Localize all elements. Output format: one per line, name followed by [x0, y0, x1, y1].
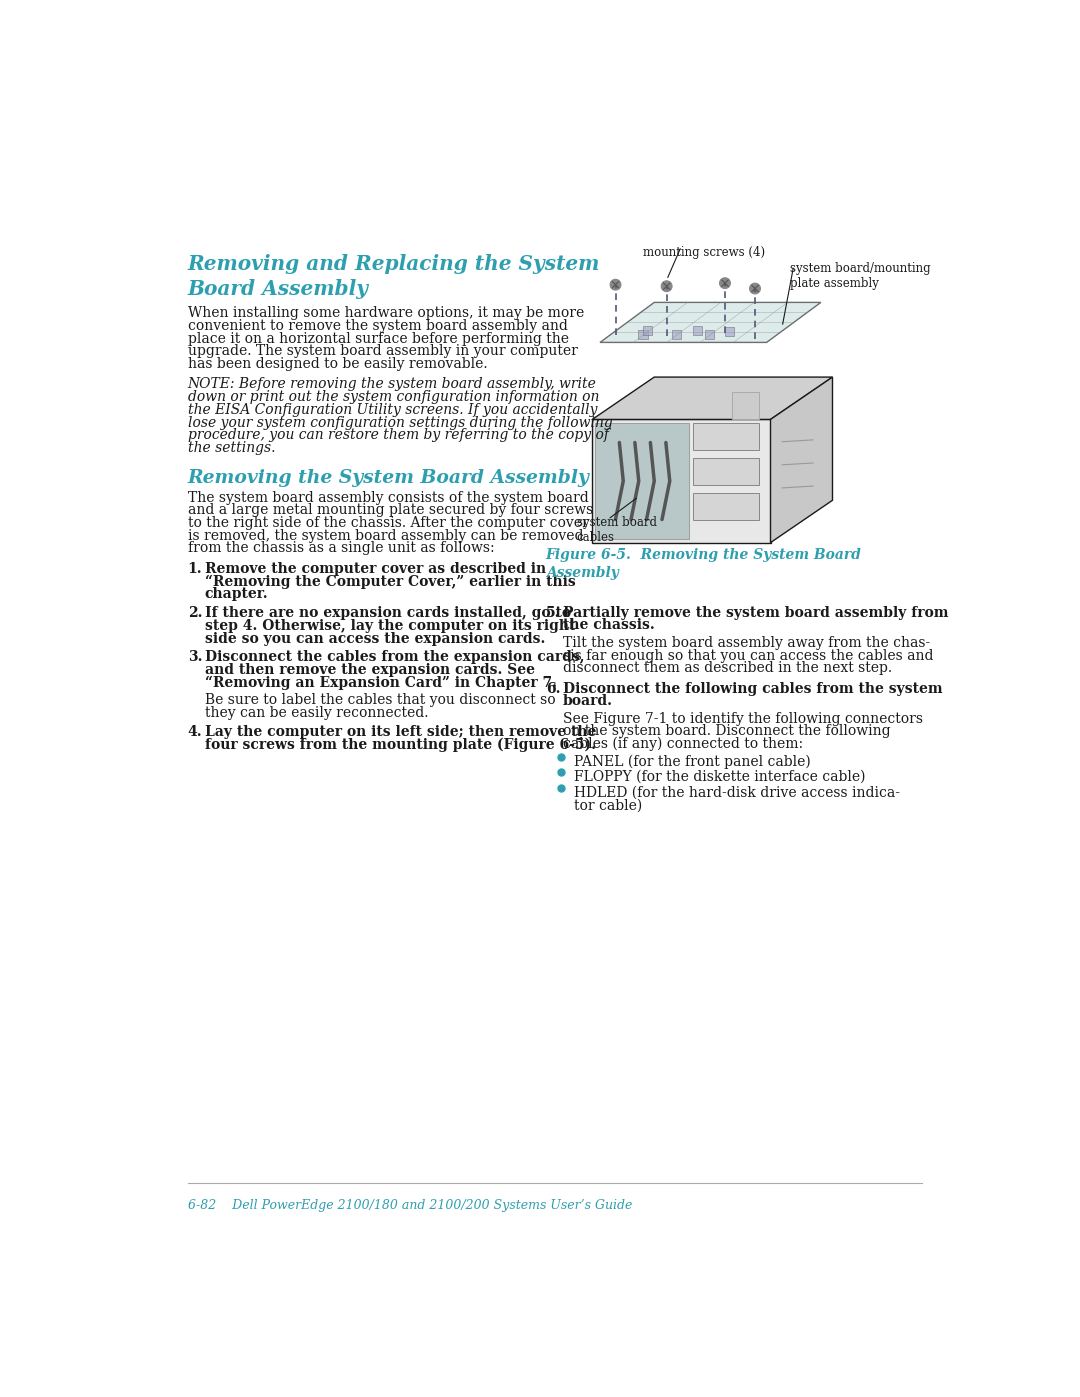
- Text: Be sure to label the cables that you disconnect so: Be sure to label the cables that you dis…: [205, 693, 555, 707]
- Text: Removing the System Board Assembly: Removing the System Board Assembly: [188, 469, 590, 488]
- Text: procedure, you can restore them by referring to the copy of: procedure, you can restore them by refer…: [188, 429, 609, 443]
- Text: sis far enough so that you can access the cables and: sis far enough so that you can access th…: [563, 648, 933, 662]
- Text: side so you can access the expansion cards.: side so you can access the expansion car…: [205, 631, 545, 645]
- Text: tor cable): tor cable): [573, 799, 642, 813]
- Text: on the system board. Disconnect the following: on the system board. Disconnect the foll…: [563, 725, 890, 739]
- Text: 4.: 4.: [188, 725, 202, 739]
- Text: Disconnect the following cables from the system: Disconnect the following cables from the…: [563, 682, 943, 696]
- Text: Disconnect the cables from the expansion cards,: Disconnect the cables from the expansion…: [205, 651, 584, 665]
- Text: and a large metal mounting plate secured by four screws: and a large metal mounting plate secured…: [188, 503, 593, 517]
- Bar: [693, 423, 759, 450]
- Text: cables (if any) connected to them:: cables (if any) connected to them:: [563, 738, 802, 752]
- Bar: [693, 326, 702, 335]
- Bar: [638, 330, 648, 339]
- Text: disconnect them as described in the next step.: disconnect them as described in the next…: [563, 661, 892, 675]
- Text: 6.: 6.: [545, 682, 561, 696]
- Text: FLOPPY (for the diskette interface cable): FLOPPY (for the diskette interface cable…: [573, 770, 865, 784]
- Text: 5.: 5.: [545, 606, 561, 620]
- Polygon shape: [595, 423, 689, 539]
- Text: Lay the computer on its left side; then remove the: Lay the computer on its left side; then …: [205, 725, 596, 739]
- Text: the EISA Configuration Utility screens. If you accidentally: the EISA Configuration Utility screens. …: [188, 402, 597, 416]
- Polygon shape: [592, 377, 833, 419]
- Text: mounting screws (4): mounting screws (4): [643, 246, 765, 260]
- Text: The system board assembly consists of the system board: The system board assembly consists of th…: [188, 490, 589, 504]
- Circle shape: [750, 284, 760, 293]
- Text: 2.: 2.: [188, 606, 202, 620]
- Polygon shape: [592, 419, 770, 542]
- Text: from the chassis as a single unit as follows:: from the chassis as a single unit as fol…: [188, 542, 495, 556]
- Circle shape: [610, 279, 621, 291]
- Text: Removing and Replacing the System
Board Assembly: Removing and Replacing the System Board …: [188, 254, 600, 299]
- Bar: [693, 458, 759, 485]
- Text: Tilt the system board assembly away from the chas-: Tilt the system board assembly away from…: [563, 636, 930, 650]
- Text: place it on a horizontal surface before performing the: place it on a horizontal surface before …: [188, 331, 569, 345]
- Bar: [672, 330, 680, 339]
- Text: board.: board.: [563, 694, 612, 708]
- Text: HDLED (for the hard-disk drive access indica-: HDLED (for the hard-disk drive access in…: [573, 787, 900, 800]
- Text: 1.: 1.: [188, 562, 202, 576]
- Text: system board
cables: system board cables: [577, 515, 657, 543]
- Text: has been designed to be easily removable.: has been designed to be easily removable…: [188, 358, 487, 372]
- Text: Partially remove the system board assembly from: Partially remove the system board assemb…: [563, 606, 948, 620]
- Text: to the right side of the chassis. After the computer cover: to the right side of the chassis. After …: [188, 515, 589, 529]
- Text: step 4. Otherwise, lay the computer on its right: step 4. Otherwise, lay the computer on i…: [205, 619, 576, 633]
- Text: four screws from the mounting plate (Figure 6-5).: four screws from the mounting plate (Fig…: [205, 738, 596, 752]
- Bar: [693, 493, 759, 520]
- Polygon shape: [770, 377, 833, 542]
- Text: See Figure 7-1 to identify the following connectors: See Figure 7-1 to identify the following…: [563, 711, 922, 725]
- Text: system board/mounting
plate assembly: system board/mounting plate assembly: [789, 261, 931, 289]
- Text: chapter.: chapter.: [205, 587, 268, 601]
- Text: Figure 6-5.  Removing the System Board
Assembly: Figure 6-5. Removing the System Board As…: [545, 548, 862, 580]
- Text: they can be easily reconnected.: they can be easily reconnected.: [205, 705, 429, 719]
- Text: upgrade. The system board assembly in your computer: upgrade. The system board assembly in yo…: [188, 344, 578, 359]
- Text: PANEL (for the front panel cable): PANEL (for the front panel cable): [573, 754, 810, 768]
- Polygon shape: [600, 302, 821, 342]
- Bar: [732, 393, 759, 419]
- Text: “Removing an Expansion Card” in Chapter 7.: “Removing an Expansion Card” in Chapter …: [205, 676, 557, 690]
- Bar: [725, 327, 734, 337]
- Text: When installing some hardware options, it may be more: When installing some hardware options, i…: [188, 306, 584, 320]
- Text: If there are no expansion cards installed, go to: If there are no expansion cards installe…: [205, 606, 571, 620]
- Text: lose your system configuration settings during the following: lose your system configuration settings …: [188, 415, 612, 430]
- Text: 6-82    Dell PowerEdge 2100/180 and 2100/200 Systems User’s Guide: 6-82 Dell PowerEdge 2100/180 and 2100/20…: [188, 1199, 632, 1211]
- Bar: [705, 330, 714, 339]
- Text: Remove the computer cover as described in: Remove the computer cover as described i…: [205, 562, 545, 576]
- Text: the chassis.: the chassis.: [563, 619, 654, 633]
- Text: the settings.: the settings.: [188, 441, 275, 455]
- Text: is removed, the system board assembly can be removed: is removed, the system board assembly ca…: [188, 529, 583, 543]
- Text: and then remove the expansion cards. See: and then remove the expansion cards. See: [205, 664, 535, 678]
- Text: down or print out the system configuration information on: down or print out the system configurati…: [188, 390, 599, 404]
- Text: NOTE: Before removing the system board assembly, write: NOTE: Before removing the system board a…: [188, 377, 596, 391]
- Text: 3.: 3.: [188, 651, 202, 665]
- Bar: [643, 326, 652, 335]
- Text: convenient to remove the system board assembly and: convenient to remove the system board as…: [188, 319, 568, 332]
- Circle shape: [719, 278, 730, 289]
- Text: “Removing the Computer Cover,” earlier in this: “Removing the Computer Cover,” earlier i…: [205, 574, 576, 590]
- Circle shape: [661, 281, 672, 292]
